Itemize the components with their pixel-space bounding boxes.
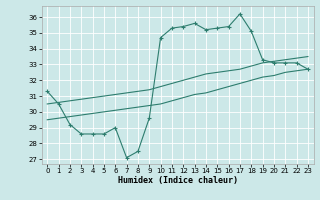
X-axis label: Humidex (Indice chaleur): Humidex (Indice chaleur) — [118, 176, 237, 185]
